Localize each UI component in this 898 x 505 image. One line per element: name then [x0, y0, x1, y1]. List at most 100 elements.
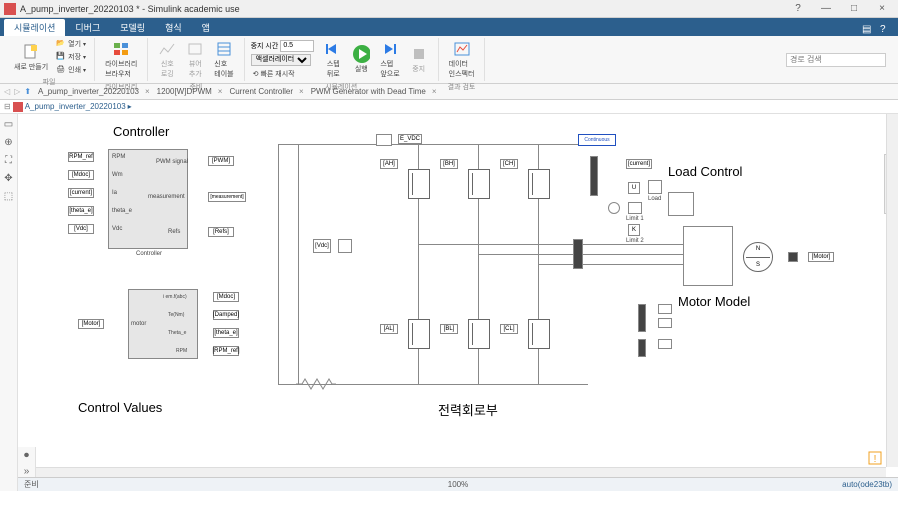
block-goto-mdoc[interactable]: [Mdoc] — [213, 292, 239, 302]
step-forward-button[interactable]: 스텝 앞으로 — [376, 38, 403, 81]
editor-tab-2[interactable]: 1200[W]DPWM — [154, 87, 216, 96]
shortcuts-icon[interactable]: ▤ — [862, 24, 874, 36]
nav-up-icon[interactable]: ⬆ — [24, 87, 31, 96]
tool-zoom-icon[interactable]: ⊕ — [3, 136, 15, 148]
block-goto-pwm[interactable]: [PWM] — [208, 156, 234, 166]
block-igbt-ch[interactable] — [528, 169, 550, 199]
block-powergui[interactable]: Continuous — [578, 134, 616, 146]
status-zoom[interactable]: 100% — [448, 480, 468, 489]
block-from-rpm[interactable]: RPM_ref — [68, 152, 94, 162]
open-button[interactable]: 📂열기▾ — [54, 38, 88, 50]
block-vdc-source[interactable] — [338, 239, 352, 253]
tool-pan-icon[interactable]: ✥ — [3, 172, 15, 184]
tool-fit-icon[interactable]: ⛶ — [3, 154, 15, 166]
tab-close-3[interactable]: × — [299, 87, 304, 96]
block-goto-rpmref[interactable]: [RPM_ref] — [213, 346, 239, 356]
block-current-mux[interactable] — [573, 239, 583, 269]
tool-sample-icon[interactable]: ⬚ — [3, 190, 15, 202]
block-goto-motor[interactable]: [Motor] — [808, 252, 834, 262]
block-evdc-sensor[interactable] — [376, 134, 392, 146]
tab-modeling[interactable]: 모델링 — [110, 19, 155, 36]
breadcrumb-arrow[interactable]: ▸ — [128, 102, 132, 111]
save-button[interactable]: 💾저장▾ — [54, 51, 88, 63]
block-demux-1[interactable] — [638, 304, 646, 332]
status-solver[interactable]: auto(ode23tb) — [842, 480, 892, 489]
block-from-mdoc[interactable]: [Mdoc] — [68, 170, 94, 180]
new-button[interactable]: 새로 만들기 — [10, 41, 52, 74]
block-limit1-sat[interactable] — [628, 202, 642, 214]
block-from-ah[interactable]: [AH] — [380, 159, 398, 169]
block-from-al[interactable]: [AL] — [380, 324, 398, 334]
block-from-current[interactable]: [current] — [68, 188, 94, 198]
help-icon[interactable]: ? — [786, 2, 810, 16]
block-measure-bus[interactable] — [590, 156, 598, 196]
scrollbar-vertical[interactable] — [886, 114, 898, 467]
block-goto-current[interactable]: [current] — [626, 159, 652, 169]
block-igbt-ah[interactable] — [408, 169, 430, 199]
block-goto-refs[interactable]: [Refs] — [208, 227, 234, 237]
block-motor-demux[interactable] — [788, 252, 798, 262]
block-sel-1[interactable] — [658, 304, 672, 314]
maximize-button[interactable]: □ — [842, 2, 866, 16]
block-vdc-from[interactable]: [Vdc] — [313, 239, 331, 253]
block-evdc-goto[interactable]: E_VDC — [398, 134, 422, 144]
block-from-ch[interactable]: [CH] — [500, 159, 518, 169]
block-goto-theta[interactable]: [theta_e] — [213, 328, 239, 338]
nav-back-icon[interactable]: ◁ — [4, 87, 10, 96]
block-from-bh[interactable]: [BH] — [440, 159, 458, 169]
tool-explorer-icon[interactable]: ▭ — [3, 118, 15, 130]
editor-tab-1[interactable]: A_pump_inverter_20220103 — [35, 87, 143, 96]
block-pmsm-motor[interactable]: N S — [743, 242, 773, 272]
breadcrumb-hide-icon[interactable]: ⊟ — [4, 102, 11, 111]
fast-restart-button[interactable]: ⟲빠른 재시작 — [251, 68, 315, 80]
block-from-bl[interactable]: [BL] — [440, 324, 458, 334]
block-igbt-bl[interactable] — [468, 319, 490, 349]
breadcrumb-root[interactable]: A_pump_inverter_20220103 — [25, 102, 126, 111]
library-browser-button[interactable]: 라이브러리 브라우저 — [101, 38, 141, 81]
block-igbt-al[interactable] — [408, 319, 430, 349]
block-sel-3[interactable] — [658, 339, 672, 349]
ribbon-help-icon[interactable]: ? — [880, 24, 892, 36]
tab-close-1[interactable]: × — [145, 87, 150, 96]
stoptime-input[interactable] — [280, 40, 314, 52]
tool-shortcut-icon[interactable]: » — [21, 465, 33, 477]
block-from-theta[interactable]: [theta_e] — [68, 206, 94, 216]
close-button[interactable]: × — [870, 2, 894, 16]
add-viewer-button[interactable]: 뷰어 추가 — [182, 38, 208, 81]
block-from-vdc[interactable]: [Vdc] — [68, 224, 94, 234]
scrollbar-horizontal[interactable] — [36, 467, 886, 477]
block-goto-measurement[interactable]: [measurement] — [208, 192, 246, 202]
block-igbt-cl[interactable] — [528, 319, 550, 349]
step-back-button[interactable]: 스텝 뒤로 — [320, 38, 346, 81]
tab-format[interactable]: 형식 — [155, 19, 192, 36]
block-load-const-u[interactable]: U — [628, 182, 640, 194]
tab-apps[interactable]: 앱 — [192, 19, 220, 36]
editor-tab-4[interactable]: PWM Generator with Dead Time — [308, 87, 430, 96]
tab-debug[interactable]: 디버그 — [65, 19, 110, 36]
block-sel-2[interactable] — [658, 318, 672, 328]
block-load-sum[interactable] — [668, 192, 694, 216]
block-resistor[interactable] — [296, 378, 336, 390]
editor-tab-3[interactable]: Current Controller — [226, 87, 297, 96]
diagnostics-icon[interactable]: ! — [868, 451, 882, 465]
log-signals-button[interactable]: 신호 로깅 — [154, 38, 180, 81]
canvas-viewport[interactable]: Controller Control Values 전력회로부 Load Con… — [18, 114, 898, 491]
tool-record-icon[interactable]: ⏺ — [21, 449, 33, 461]
print-button[interactable]: 🖨인쇄▾ — [54, 64, 88, 76]
nav-fwd-icon[interactable]: ▷ — [14, 87, 20, 96]
block-from-cl[interactable]: [CL] — [500, 324, 518, 334]
block-load-gain[interactable] — [648, 180, 662, 194]
block-from-motor[interactable]: [Motor] — [78, 319, 104, 329]
block-load-k[interactable]: K — [628, 224, 640, 236]
find-input[interactable] — [786, 53, 886, 67]
solver-mode-select[interactable]: 액셀러레이터 — [251, 54, 311, 66]
run-button[interactable]: 실행 — [348, 43, 374, 76]
signal-table-button[interactable]: 신호 테이블 — [210, 38, 237, 81]
minimize-button[interactable]: — — [814, 2, 838, 16]
block-goto-damped[interactable]: [Damped] — [213, 310, 239, 320]
block-demux-2[interactable] — [638, 339, 646, 357]
tab-close-2[interactable]: × — [218, 87, 223, 96]
block-igbt-bh[interactable] — [468, 169, 490, 199]
tab-simulation[interactable]: 시뮬레이션 — [4, 19, 65, 36]
block-motor-subsystem[interactable] — [683, 226, 733, 286]
